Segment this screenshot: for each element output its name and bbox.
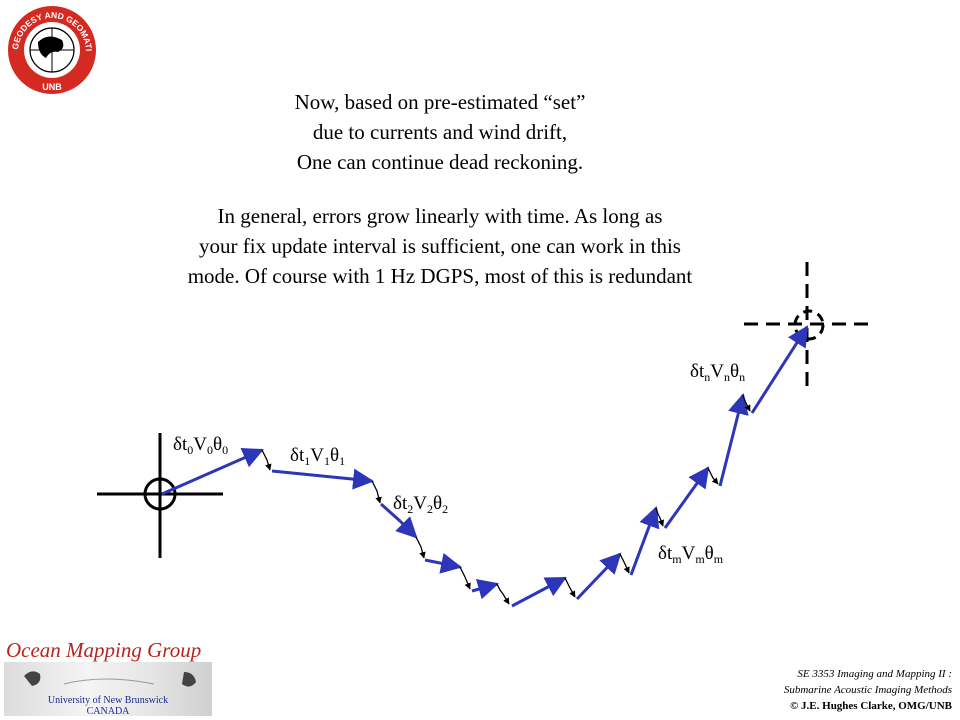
course-credit: SE 3353 Imaging and Mapping II : Submari… <box>784 666 952 714</box>
intro-line: Now, based on pre-estimated “set” <box>294 90 586 114</box>
leg-6 <box>575 552 622 601</box>
label-leg-2: δt2V2θ2 <box>393 493 449 516</box>
intro-line: due to currents and wind drift, <box>312 120 568 144</box>
label-leg-1: δt1V1θ1 <box>290 445 346 468</box>
label-leg-0: δt0V0θ0 <box>173 434 229 457</box>
leg-3 <box>424 552 463 574</box>
dr-legs <box>161 325 809 608</box>
set-drift-ticks <box>261 394 751 605</box>
leg-9 <box>718 392 749 487</box>
leg-7 <box>629 506 660 576</box>
survey-ship-icon <box>24 671 196 687</box>
leg-0 <box>161 448 264 496</box>
start-fix-crosshair <box>97 433 223 558</box>
intro-text: Now, based on pre-estimated “set” due to… <box>0 87 880 177</box>
leg-2b <box>395 516 418 539</box>
course-line-2: Submarine Acoustic Imaging Methods <box>783 684 952 696</box>
logo-bottom-text: UNB <box>42 82 62 92</box>
general-line: In general, errors grow linearly with ti… <box>217 204 663 228</box>
general-line: your fix update interval is sufficient, … <box>199 234 681 258</box>
omg-brand-name: Ocean Mapping Group <box>6 638 202 662</box>
leg-8 <box>663 466 710 529</box>
globe-icon <box>38 36 64 58</box>
omg-university: University of New Brunswick CANADA <box>47 695 169 717</box>
general-line: mode. Of course with 1 Hz DGPS, most of … <box>187 264 693 288</box>
general-text: In general, errors grow linearly with ti… <box>0 201 880 291</box>
copyright: © J.E. Hughes Clarke, OMG/UNB <box>790 700 952 712</box>
course-line-1: SE 3353 Imaging and Mapping II : <box>797 668 952 680</box>
unb-logo: GEODESY AND GEOMATICS ENGINEERING UNB <box>2 2 96 94</box>
leg-10 <box>750 325 809 414</box>
end-fix-crosshair <box>744 262 872 390</box>
label-leg-m: δtmVmθm <box>658 543 724 566</box>
omg-brand-banner: University of New Brunswick CANADA <box>4 662 212 717</box>
label-leg-n: δtnVnθn <box>690 361 746 384</box>
intro-line: One can continue dead reckoning. <box>296 150 584 174</box>
leg-4 <box>471 578 500 600</box>
leg-1 <box>271 468 375 490</box>
leg-5 <box>511 576 567 608</box>
